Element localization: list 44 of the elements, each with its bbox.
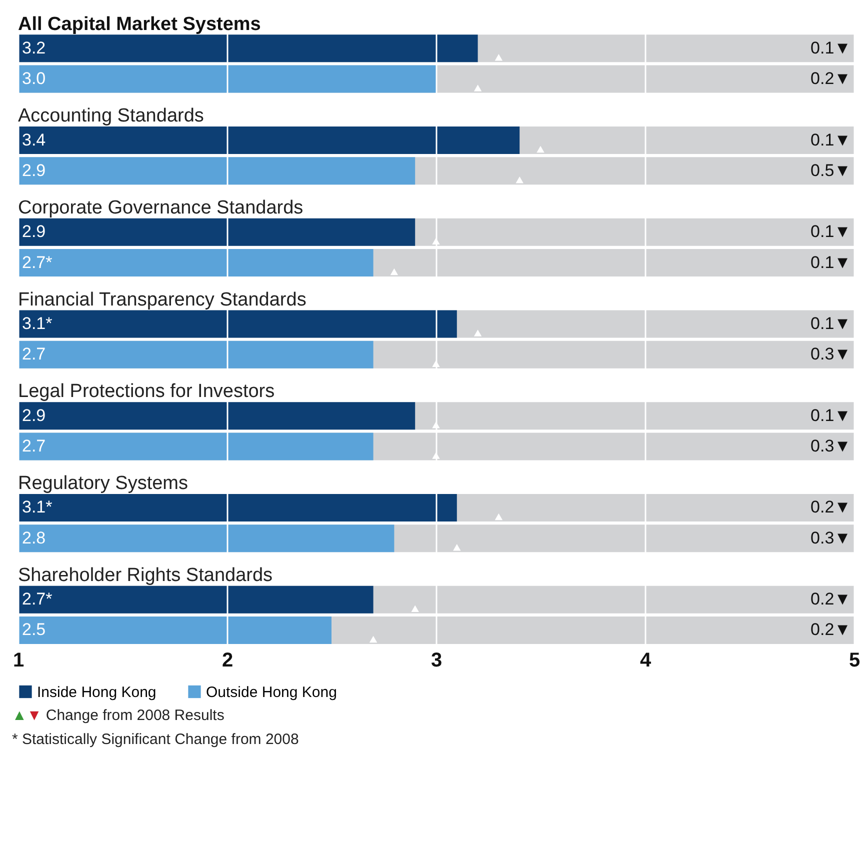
legend-label: Inside Hong Kong	[37, 684, 156, 701]
x-tick-label: 5	[848, 650, 860, 672]
x-tick-label: 3	[430, 650, 442, 672]
annotation: 0.2▼	[810, 590, 851, 609]
y-tick-label: Accounting Standards	[18, 106, 204, 127]
annotation: 0.1▼	[810, 252, 851, 272]
data-label: 2.9	[22, 406, 46, 425]
annotation: 0.3▼	[810, 344, 851, 364]
y-tick-label: Corporate Governance Standards	[18, 198, 304, 219]
data-label: 2.9	[22, 222, 46, 242]
data-label: 2.8	[22, 528, 46, 548]
text: ▲▼ Change from 2008 Results	[12, 706, 226, 726]
annotation: 0.3▼	[810, 528, 851, 548]
annotation: 0.2▼	[810, 498, 851, 517]
data-label: 3.2	[22, 38, 46, 58]
data-label: 3.1*	[22, 314, 53, 333]
y-tick-label: Shareholder Rights Standards	[18, 564, 273, 586]
annotation: 0.1▼	[810, 314, 851, 333]
x-tick-label: 1	[12, 650, 24, 672]
data-label: 2.7*	[22, 590, 53, 609]
y-tick-label: Financial Transparency Standards	[18, 289, 306, 310]
annotation: 0.5▼	[810, 160, 851, 180]
text: * Statistically Significant Change from 2008	[12, 730, 300, 750]
annotation: 0.3▼	[810, 436, 851, 456]
y-tick-label: All Capital Market Systems	[18, 14, 261, 35]
data-label: 3.0	[22, 69, 46, 88]
data-label: 2.7	[22, 344, 46, 364]
y-tick-label: Regulatory Systems	[18, 473, 188, 494]
annotation: 0.2▼	[810, 69, 851, 88]
annotation: 0.1▼	[810, 38, 851, 58]
annotation: 0.1▼	[810, 130, 851, 150]
data-label: 2.7	[22, 436, 46, 456]
data-label: 2.5	[22, 620, 46, 640]
x-tick-label: 2	[222, 650, 234, 672]
data-label: 2.9	[22, 160, 46, 180]
annotation: 0.1▼	[810, 222, 851, 242]
data-label: 3.4	[22, 130, 46, 150]
y-tick-label: Legal Protections for Investors	[18, 381, 275, 402]
x-tick-label: 4	[640, 650, 652, 672]
annotation: 0.1▼	[810, 406, 851, 425]
annotation: 0.2▼	[810, 620, 851, 640]
data-label: 3.1*	[22, 498, 53, 517]
legend-label: Outside Hong Kong	[206, 684, 337, 701]
data-label: 2.7*	[22, 252, 53, 272]
